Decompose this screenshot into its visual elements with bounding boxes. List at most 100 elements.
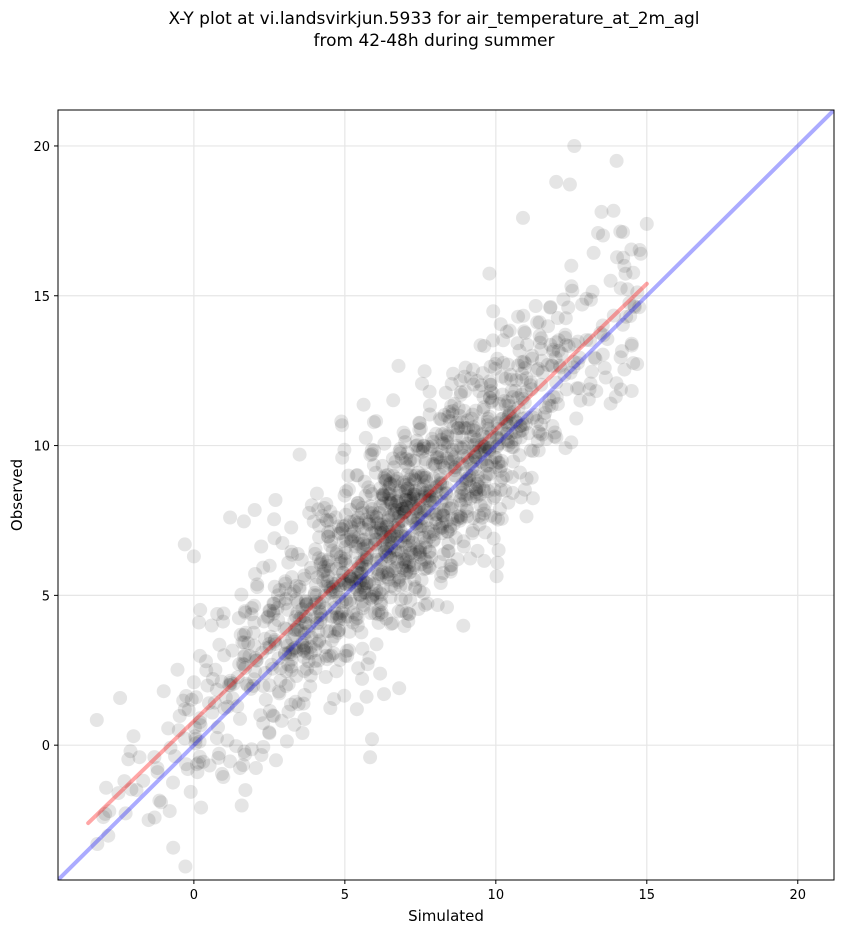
data-point — [553, 360, 568, 375]
data-point — [478, 469, 493, 484]
data-point — [325, 543, 340, 558]
data-point — [572, 350, 587, 365]
data-point — [348, 612, 363, 627]
data-point — [375, 458, 390, 473]
data-point — [450, 552, 465, 567]
data-point — [117, 774, 132, 789]
data-point — [288, 694, 303, 709]
data-point — [461, 420, 476, 435]
data-point — [415, 376, 429, 391]
data-point — [446, 517, 461, 532]
data-point — [446, 420, 461, 435]
data-point — [413, 421, 428, 436]
data-point — [294, 609, 309, 624]
data-point — [462, 469, 477, 484]
data-point — [291, 697, 306, 712]
data-point — [216, 770, 231, 784]
data-point — [586, 245, 601, 260]
data-point — [373, 499, 388, 513]
data-point — [200, 678, 215, 693]
data-point — [354, 566, 369, 581]
data-point — [383, 530, 398, 544]
data-point — [193, 718, 208, 733]
data-point — [483, 508, 498, 523]
data-point — [443, 564, 458, 579]
data-point — [476, 403, 491, 418]
data-point — [429, 426, 444, 441]
data-point — [436, 458, 451, 473]
data-point — [101, 828, 116, 843]
data-point — [349, 513, 364, 528]
data-point — [351, 661, 366, 676]
data-point — [564, 258, 579, 273]
data-point — [473, 338, 488, 353]
data-point — [357, 532, 372, 547]
data-point — [320, 569, 335, 583]
data-point — [435, 476, 449, 491]
data-point — [443, 501, 458, 516]
data-point — [413, 543, 428, 558]
data-point — [603, 396, 618, 411]
data-point — [519, 509, 534, 524]
data-point — [417, 364, 432, 379]
data-point — [534, 331, 549, 346]
data-point — [329, 545, 344, 560]
data-point — [490, 430, 505, 445]
data-point — [321, 525, 336, 540]
data-point — [470, 543, 485, 558]
data-point — [311, 502, 326, 517]
data-point — [315, 552, 330, 567]
data-point — [457, 488, 472, 503]
data-point — [531, 361, 546, 376]
data-point — [376, 488, 391, 503]
data-point — [352, 565, 366, 580]
data-point — [312, 633, 327, 648]
data-point — [481, 411, 495, 426]
data-point — [524, 470, 539, 485]
data-point — [407, 572, 422, 587]
data-point — [348, 545, 363, 560]
data-point — [355, 542, 370, 557]
data-point — [401, 548, 416, 563]
data-point — [342, 577, 356, 592]
data-point — [498, 371, 513, 386]
data-point — [192, 711, 207, 726]
data-point — [465, 523, 480, 538]
data-point — [393, 534, 408, 549]
data-point — [451, 421, 466, 436]
data-point — [244, 601, 259, 615]
data-point — [304, 498, 319, 513]
data-point — [387, 478, 402, 493]
data-point — [591, 226, 606, 240]
data-point — [389, 523, 404, 538]
data-point — [438, 426, 452, 441]
data-point — [289, 609, 304, 624]
data-point — [398, 539, 413, 554]
data-point — [477, 443, 492, 458]
x-tick-label: 10 — [488, 888, 505, 903]
data-point — [423, 484, 438, 499]
data-point — [216, 606, 231, 621]
data-point — [469, 445, 484, 459]
data-point — [324, 633, 339, 648]
data-point — [543, 337, 558, 352]
data-point — [222, 677, 237, 692]
data-point — [508, 425, 523, 439]
data-point — [283, 586, 298, 601]
data-point — [418, 491, 433, 506]
data-point — [440, 524, 455, 539]
data-point — [630, 357, 645, 372]
data-point — [617, 362, 632, 377]
data-point — [452, 456, 467, 471]
data-point — [505, 470, 520, 484]
data-point — [345, 534, 360, 548]
data-point — [289, 592, 304, 607]
data-point — [399, 493, 413, 507]
data-point — [374, 552, 389, 567]
data-point — [503, 426, 518, 441]
data-point — [490, 416, 505, 431]
data-point — [313, 612, 328, 626]
data-point — [359, 512, 374, 527]
data-point — [283, 645, 298, 660]
